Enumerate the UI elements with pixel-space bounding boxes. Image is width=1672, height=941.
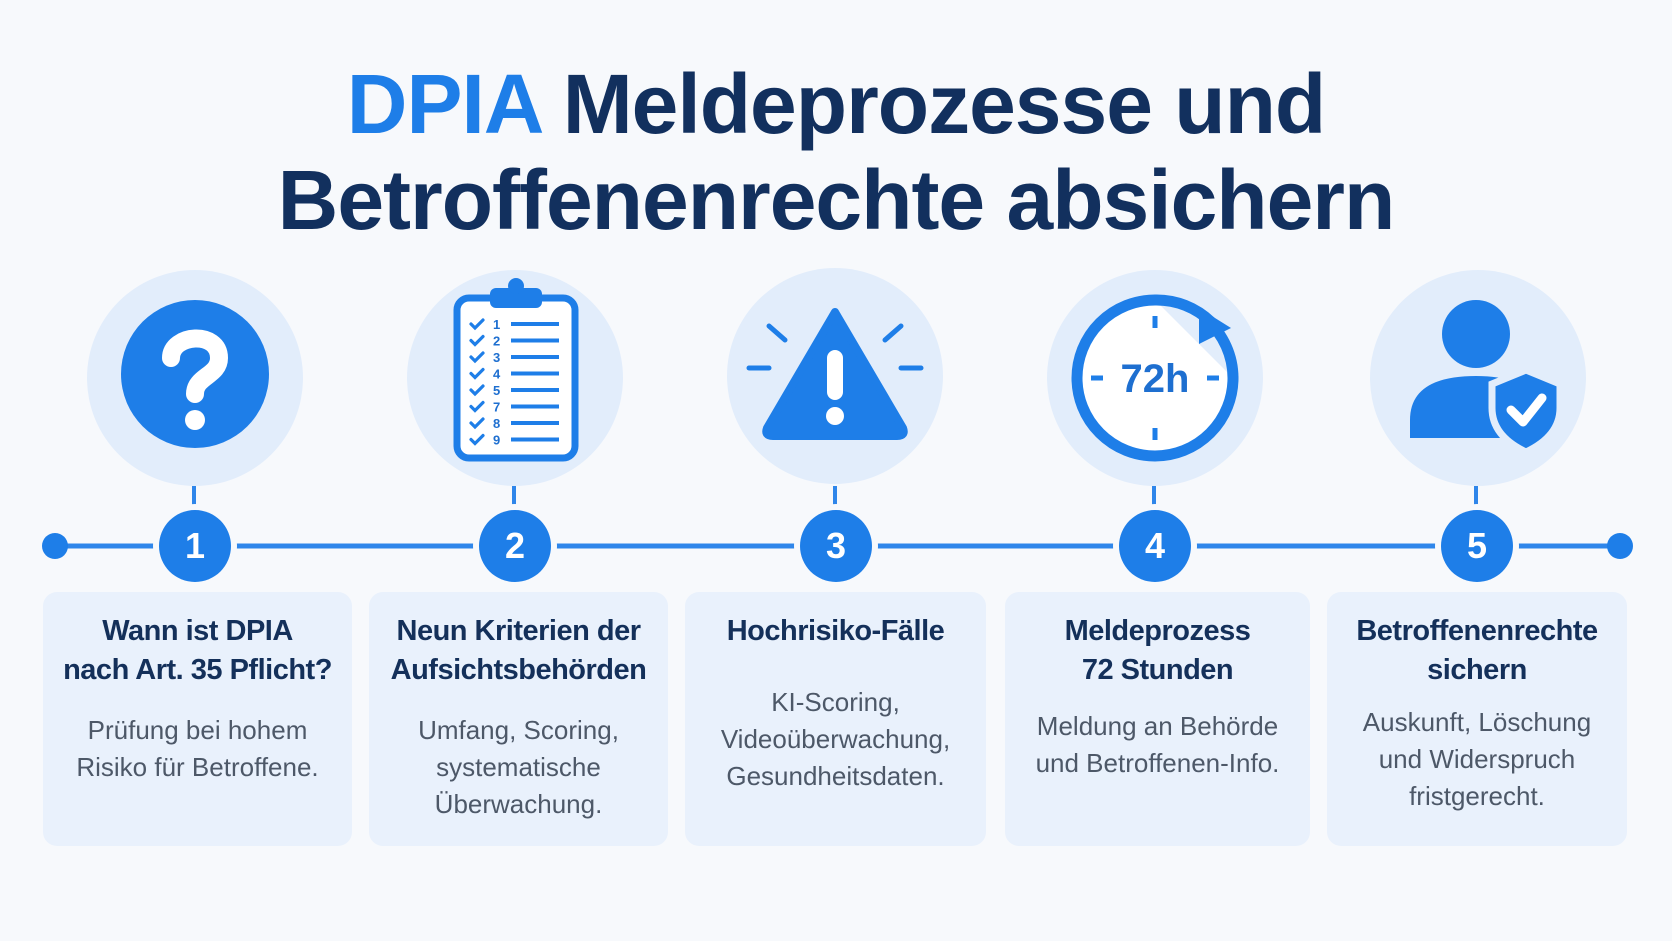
step-1-icon-circle <box>87 270 303 486</box>
checklist-row: 2 <box>469 334 559 349</box>
warning-triangle-icon <box>746 308 924 440</box>
step-2-connector <box>512 486 516 510</box>
checklist-row: 8 <box>469 416 559 431</box>
check-icon <box>469 367 485 380</box>
page-title: DPIA Meldeprozesse und Betroffenenrechte… <box>0 56 1672 248</box>
checklist-number: 9 <box>493 433 500 448</box>
checklist-row: 9 <box>469 433 559 448</box>
clock-72h-icon: 72h <box>1071 294 1239 462</box>
step-2-text: Umfang, Scoring, systematische Überwachu… <box>418 715 619 819</box>
title-accent: DPIA <box>346 57 542 151</box>
checklist-number: 8 <box>493 416 500 431</box>
check-icon <box>469 351 485 364</box>
step-4-card: Meldeprozess 72 Stunden Meldung an Behör… <box>1005 592 1310 846</box>
step-3-text: KI-Scoring, Videoüberwachung, Gesundheit… <box>720 687 951 791</box>
step-3-connector <box>833 486 837 510</box>
timeline-start-dot <box>42 533 68 559</box>
check-icon <box>469 384 485 397</box>
check-icon <box>469 433 485 446</box>
check-icon <box>469 334 485 347</box>
step-5-card: Betroffenenrechte sichern Auskunft, Lösc… <box>1327 592 1627 846</box>
checklist-number: 4 <box>493 367 501 382</box>
checklist-row: 4 <box>469 367 559 382</box>
check-icon <box>469 318 485 331</box>
checklist-rows: 1 23 45 78 9 <box>469 317 559 448</box>
checklist-clipboard-icon: 1 23 45 78 9 <box>453 278 579 462</box>
checklist-number: 2 <box>493 334 500 349</box>
user-shield-icon <box>1410 300 1564 456</box>
step-2-number: 2 <box>479 510 551 582</box>
step-4-icon-circle: 72h <box>1047 270 1263 486</box>
step-5-text: Auskunft, Löschung und Widerspruch frist… <box>1362 707 1592 811</box>
title-line-1: DPIA Meldeprozesse und <box>0 56 1672 152</box>
checklist-number: 1 <box>493 317 500 332</box>
checklist-number: 5 <box>493 383 500 398</box>
step-5-number: 5 <box>1441 510 1513 582</box>
checklist-number: 3 <box>493 350 500 365</box>
step-2-card: Neun Kriterien der Aufsichtsbehörden Umf… <box>369 592 668 846</box>
step-5-connector <box>1474 486 1478 510</box>
step-5-title: Betroffenenrechte sichern <box>1356 615 1598 686</box>
step-4-number: 4 <box>1119 510 1191 582</box>
step-1-card: Wann ist DPIA nach Art. 35 Pflicht? Prüf… <box>43 592 352 846</box>
step-3-icon-circle <box>727 268 943 484</box>
step-3-number: 3 <box>800 510 872 582</box>
title-line-1-rest: Meldeprozesse und <box>540 57 1327 151</box>
clock-label: 72h <box>1121 357 1190 401</box>
step-3-title: Hochrisiko-Fälle <box>726 615 945 647</box>
step-1-title: Wann ist DPIA nach Art. 35 Pflicht? <box>63 615 332 686</box>
step-3-card: Hochrisiko-Fälle KI-Scoring, Videoüberwa… <box>685 592 986 846</box>
step-4-title: Meldeprozess 72 Stunden <box>1064 615 1251 686</box>
step-4-text: Meldung an Behörde und Betroffenen-Info. <box>1035 711 1280 778</box>
title-line-2: Betroffenenrechte absichern <box>277 153 1396 247</box>
check-icon <box>469 417 485 430</box>
checklist-row: 1 <box>469 317 559 332</box>
checklist-number: 7 <box>493 400 500 415</box>
step-4-connector <box>1152 486 1156 510</box>
step-1-text: Prüfung bei hohem Risiko für Betroffene. <box>76 715 319 782</box>
step-1-number: 1 <box>159 510 231 582</box>
timeline-end-dot <box>1607 533 1633 559</box>
checklist-row: 7 <box>469 400 559 415</box>
check-icon <box>469 400 485 413</box>
step-1-connector <box>192 486 196 510</box>
checklist-row: 5 <box>469 383 559 398</box>
step-5-icon-circle <box>1370 270 1586 486</box>
step-2-title: Neun Kriterien der Aufsichtsbehörden <box>390 615 647 686</box>
question-icon <box>121 300 269 448</box>
checklist-row: 3 <box>469 350 559 365</box>
